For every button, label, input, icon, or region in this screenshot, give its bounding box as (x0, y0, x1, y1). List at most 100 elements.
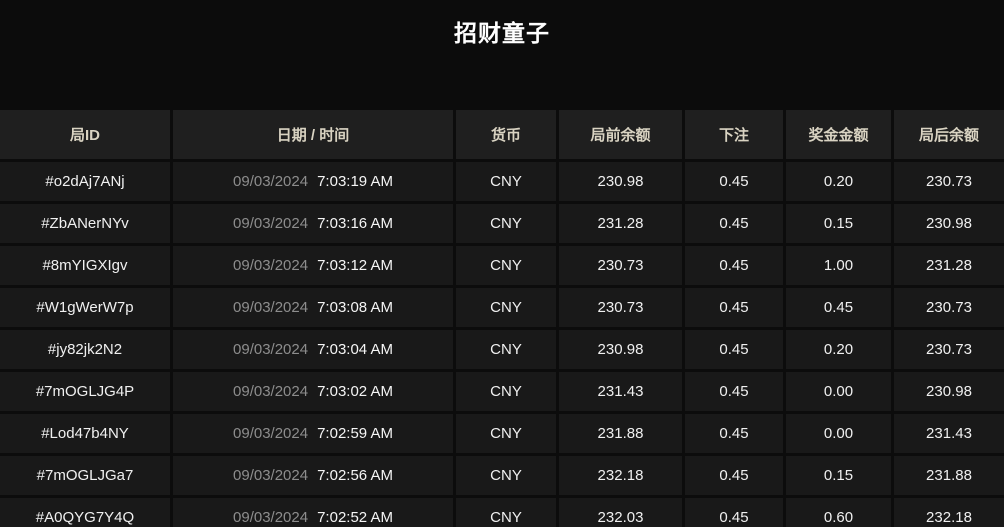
column-header-round-id: 局ID (0, 110, 170, 159)
table-body: #o2dAj7ANj 09/03/2024 7:03:19 AM CNY 230… (0, 162, 1004, 527)
currency-cell: CNY (456, 162, 556, 201)
round-id-cell: #7mOGLJG4P (0, 372, 170, 411)
date-text: 09/03/2024 (233, 509, 309, 526)
table-row: #7mOGLJG4P 09/03/2024 7:03:02 AM CNY 231… (0, 372, 1004, 411)
table-row: #W1gWerW7p 09/03/2024 7:03:08 AM CNY 230… (0, 288, 1004, 327)
prize-cell: 0.20 (786, 162, 891, 201)
bet-cell: 0.45 (685, 456, 783, 495)
round-id-cell: #W1gWerW7p (0, 288, 170, 327)
datetime-cell: 09/03/2024 7:03:19 AM (173, 162, 453, 201)
balance-after-cell: 231.28 (894, 246, 1004, 285)
currency-cell: CNY (456, 414, 556, 453)
time-text: 7:03:04 AM (317, 341, 393, 358)
round-id-cell: #jy82jk2N2 (0, 330, 170, 369)
datetime-cell: 09/03/2024 7:03:12 AM (173, 246, 453, 285)
bet-cell: 0.45 (685, 204, 783, 243)
date-text: 09/03/2024 (233, 215, 309, 232)
bet-cell: 0.45 (685, 330, 783, 369)
currency-cell: CNY (456, 246, 556, 285)
balance-before-cell: 230.98 (559, 162, 682, 201)
column-header-balance-after: 局后余额 (894, 110, 1004, 159)
balance-before-cell: 231.88 (559, 414, 682, 453)
balance-after-cell: 230.98 (894, 372, 1004, 411)
table-row: #Lod47b4NY 09/03/2024 7:02:59 AM CNY 231… (0, 414, 1004, 453)
time-text: 7:02:56 AM (317, 467, 393, 484)
date-text: 09/03/2024 (233, 173, 309, 190)
title-bar: 招财童子 (0, 0, 1004, 110)
prize-cell: 0.00 (786, 372, 891, 411)
balance-before-cell: 230.73 (559, 288, 682, 327)
balance-after-cell: 230.73 (894, 330, 1004, 369)
balance-after-cell: 230.73 (894, 288, 1004, 327)
bet-cell: 0.45 (685, 498, 783, 527)
prize-cell: 0.15 (786, 456, 891, 495)
round-id-cell: #Lod47b4NY (0, 414, 170, 453)
time-text: 7:03:12 AM (317, 257, 393, 274)
bet-cell: 0.45 (685, 372, 783, 411)
time-text: 7:03:02 AM (317, 383, 393, 400)
currency-cell: CNY (456, 330, 556, 369)
balance-before-cell: 232.03 (559, 498, 682, 527)
balance-before-cell: 230.98 (559, 330, 682, 369)
page-title: 招财童子 (454, 20, 550, 46)
prize-cell: 0.45 (786, 288, 891, 327)
balance-before-cell: 230.73 (559, 246, 682, 285)
game-history-table: 局ID 日期 / 时间 货币 局前余额 下注 奖金金额 局后余额 #o2dAj7… (0, 110, 1004, 527)
time-text: 7:03:19 AM (317, 173, 393, 190)
table-row: #ZbANerNYv 09/03/2024 7:03:16 AM CNY 231… (0, 204, 1004, 243)
column-header-currency: 货币 (456, 110, 556, 159)
table-header-row: 局ID 日期 / 时间 货币 局前余额 下注 奖金金额 局后余额 (0, 110, 1004, 159)
bet-cell: 0.45 (685, 162, 783, 201)
currency-cell: CNY (456, 288, 556, 327)
balance-after-cell: 230.73 (894, 162, 1004, 201)
balance-before-cell: 232.18 (559, 456, 682, 495)
datetime-cell: 09/03/2024 7:02:52 AM (173, 498, 453, 527)
currency-cell: CNY (456, 204, 556, 243)
datetime-cell: 09/03/2024 7:02:56 AM (173, 456, 453, 495)
balance-after-cell: 231.88 (894, 456, 1004, 495)
date-text: 09/03/2024 (233, 425, 309, 442)
date-text: 09/03/2024 (233, 467, 309, 484)
time-text: 7:02:59 AM (317, 425, 393, 442)
datetime-cell: 09/03/2024 7:02:59 AM (173, 414, 453, 453)
prize-cell: 0.20 (786, 330, 891, 369)
balance-after-cell: 232.18 (894, 498, 1004, 527)
prize-cell: 0.60 (786, 498, 891, 527)
currency-cell: CNY (456, 456, 556, 495)
currency-cell: CNY (456, 372, 556, 411)
datetime-cell: 09/03/2024 7:03:02 AM (173, 372, 453, 411)
bet-cell: 0.45 (685, 288, 783, 327)
date-text: 09/03/2024 (233, 257, 309, 274)
round-id-cell: #8mYIGXIgv (0, 246, 170, 285)
round-id-cell: #ZbANerNYv (0, 204, 170, 243)
balance-after-cell: 230.98 (894, 204, 1004, 243)
time-text: 7:03:08 AM (317, 299, 393, 316)
prize-cell: 0.00 (786, 414, 891, 453)
column-header-balance-before: 局前余额 (559, 110, 682, 159)
date-text: 09/03/2024 (233, 341, 309, 358)
bet-cell: 0.45 (685, 414, 783, 453)
round-id-cell: #o2dAj7ANj (0, 162, 170, 201)
column-header-prize: 奖金金额 (786, 110, 891, 159)
date-text: 09/03/2024 (233, 383, 309, 400)
datetime-cell: 09/03/2024 7:03:04 AM (173, 330, 453, 369)
column-header-datetime: 日期 / 时间 (173, 110, 453, 159)
table-row: #o2dAj7ANj 09/03/2024 7:03:19 AM CNY 230… (0, 162, 1004, 201)
round-id-cell: #A0QYG7Y4Q (0, 498, 170, 527)
prize-cell: 0.15 (786, 204, 891, 243)
balance-before-cell: 231.43 (559, 372, 682, 411)
round-id-cell: #7mOGLJGa7 (0, 456, 170, 495)
table-row: #7mOGLJGa7 09/03/2024 7:02:56 AM CNY 232… (0, 456, 1004, 495)
datetime-cell: 09/03/2024 7:03:16 AM (173, 204, 453, 243)
prize-cell: 1.00 (786, 246, 891, 285)
balance-after-cell: 231.43 (894, 414, 1004, 453)
bet-cell: 0.45 (685, 246, 783, 285)
time-text: 7:03:16 AM (317, 215, 393, 232)
balance-before-cell: 231.28 (559, 204, 682, 243)
time-text: 7:02:52 AM (317, 509, 393, 526)
date-text: 09/03/2024 (233, 299, 309, 316)
table-row: #A0QYG7Y4Q 09/03/2024 7:02:52 AM CNY 232… (0, 498, 1004, 527)
table-row: #jy82jk2N2 09/03/2024 7:03:04 AM CNY 230… (0, 330, 1004, 369)
table-row: #8mYIGXIgv 09/03/2024 7:03:12 AM CNY 230… (0, 246, 1004, 285)
currency-cell: CNY (456, 498, 556, 527)
